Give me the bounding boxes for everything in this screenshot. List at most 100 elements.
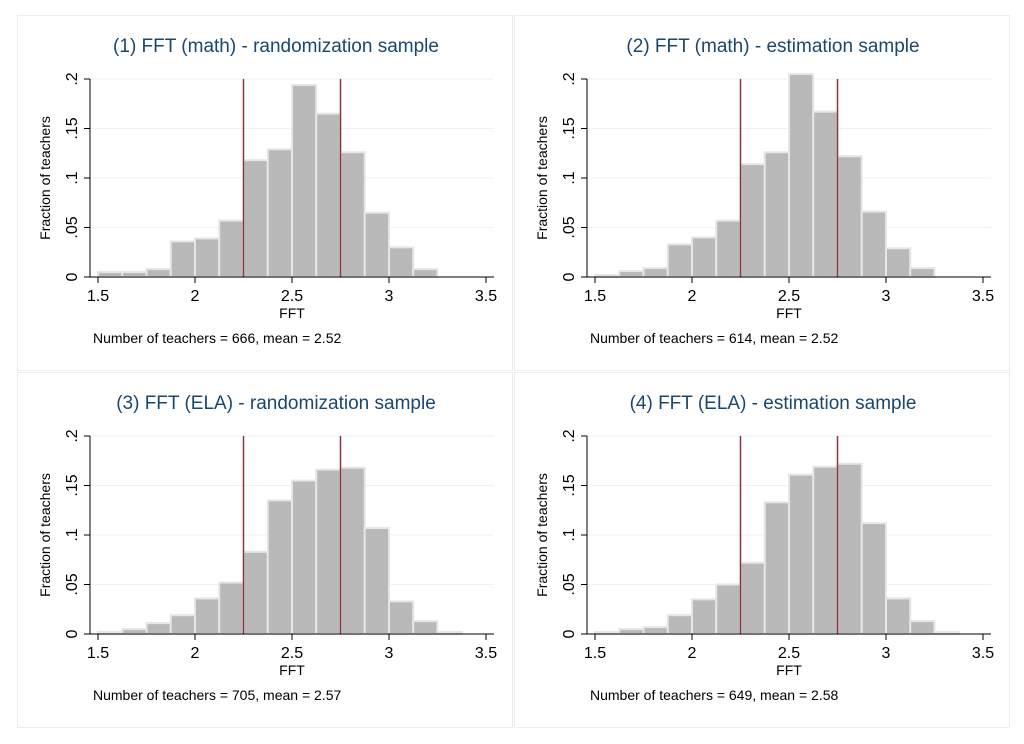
histogram-svg: (3) FFT (ELA) - randomization sample 0 .05… [37, 393, 497, 703]
y-tick-label: 0 [561, 629, 578, 638]
x-tick-label: 3 [385, 645, 394, 662]
y-tick-label: .15 [64, 474, 81, 496]
histogram-bar [836, 462, 863, 635]
chart-title: (1) FFT (math) - randomization sample [113, 36, 439, 57]
histogram-bar [339, 151, 366, 278]
histogram-bar [194, 597, 221, 635]
x-tick-label: 2.5 [778, 288, 800, 305]
y-tick-label: .2 [561, 72, 578, 85]
x-tick-label: 2 [688, 645, 697, 662]
x-tick-label: 2 [191, 288, 200, 305]
x-tick-label: 2 [688, 288, 697, 305]
histogram-bar [388, 246, 415, 279]
histogram-bar [860, 522, 887, 635]
sample-note: Number of teachers = 614, mean = 2.52 [590, 330, 838, 346]
histogram-bar [363, 211, 390, 278]
x-tick-label: 2.5 [281, 645, 303, 662]
sample-note: Number of teachers = 666, mean = 2.52 [93, 330, 341, 346]
y-axis-label: Fraction of teachers [534, 116, 550, 240]
chart-title: (4) FFT (ELA) - estimation sample [630, 393, 917, 414]
x-tick-label: 2.5 [778, 645, 800, 662]
x-tick-label: 1.5 [584, 288, 606, 305]
y-tick-label: .1 [64, 171, 81, 184]
y-tick-label: .2 [64, 72, 81, 85]
histogram-bar [860, 210, 887, 278]
histogram-bar [145, 622, 172, 636]
histogram-bar [812, 110, 839, 278]
y-tick-label: .2 [64, 429, 81, 442]
histogram-bar [412, 268, 439, 279]
histogram-bar [666, 614, 693, 636]
histogram-bar [666, 243, 693, 278]
x-tick-label: 3 [882, 645, 891, 662]
histogram-bar [812, 465, 839, 635]
y-tick-label: .05 [561, 573, 578, 595]
x-tick-label: 3.5 [972, 645, 994, 662]
histogram-svg: (2) FFT (math) - estimation sample 0 .05 .1… [534, 36, 994, 346]
histogram-bar [291, 479, 318, 635]
histogram-bar [339, 466, 366, 636]
x-tick-label: 3 [882, 288, 891, 305]
y-tick-label: 0 [64, 629, 81, 638]
x-tick-label: 1.5 [584, 645, 606, 662]
x-tick-label: 3.5 [475, 288, 497, 305]
histogram-bar [715, 583, 742, 635]
y-tick-label: 0 [561, 272, 578, 281]
histogram-bar [836, 155, 863, 278]
histogram-bar [885, 597, 912, 635]
histogram-bar [691, 236, 718, 278]
histogram-bar [739, 163, 766, 278]
histogram-bar [618, 628, 645, 635]
x-axis-label: FFT [279, 305, 305, 321]
y-tick-label: .15 [561, 474, 578, 496]
sample-note: Number of teachers = 649, mean = 2.58 [590, 687, 838, 703]
histogram-bar [194, 237, 221, 278]
histogram-bar [266, 148, 293, 278]
histogram-bar [618, 270, 645, 278]
histogram-bar [715, 219, 742, 279]
histogram-bar [642, 626, 669, 636]
y-axis-label: Fraction of teachers [534, 473, 550, 597]
y-tick-label: .1 [561, 171, 578, 184]
histogram-panel-ela-estimation: (4) FFT (ELA) - estimation sample 0 .05 .1.… [514, 372, 1010, 728]
x-tick-label: 2 [191, 645, 200, 662]
histogram-bar [291, 83, 318, 278]
x-tick-label: 3 [385, 288, 394, 305]
chart-title: (3) FFT (ELA) - randomization sample [116, 393, 436, 414]
histogram-bar [763, 151, 790, 278]
histogram-bar [242, 159, 269, 278]
histogram-bar [909, 620, 936, 636]
y-tick-label: .05 [64, 573, 81, 595]
y-tick-label: .1 [561, 528, 578, 541]
histogram-bar [739, 561, 766, 635]
y-tick-label: .15 [561, 117, 578, 139]
x-axis-label: FFT [776, 305, 802, 321]
x-axis-label: FFT [776, 662, 802, 678]
histogram-bar [218, 581, 245, 636]
histogram-bar [145, 268, 172, 279]
histogram-bar [315, 112, 342, 279]
y-tick-label: .05 [64, 216, 81, 238]
histogram-svg: (1) FFT (math) - randomization sample 0 .0… [37, 36, 497, 346]
x-tick-label: 2.5 [281, 288, 303, 305]
chart-title: (2) FFT (math) - estimation sample [626, 36, 919, 57]
histogram-bar [169, 614, 196, 636]
histogram-bar [242, 550, 269, 635]
histogram-bar [121, 271, 148, 278]
histogram-bar [788, 473, 815, 635]
histogram-panel-math-randomization: (1) FFT (math) - randomization sample 0 .0… [17, 15, 513, 371]
histogram-bar [97, 271, 124, 278]
x-tick-label: 1.5 [87, 288, 109, 305]
sample-note: Number of teachers = 705, mean = 2.57 [93, 687, 341, 703]
y-tick-label: .1 [64, 528, 81, 541]
histogram-bar [169, 240, 196, 278]
y-tick-label: .05 [561, 216, 578, 238]
y-axis-label: Fraction of teachers [37, 473, 53, 597]
y-tick-label: .15 [64, 117, 81, 139]
histogram-panel-math-estimation: (2) FFT (math) - estimation sample 0 .05 .1… [514, 15, 1010, 371]
histogram-bar [315, 468, 342, 635]
histogram-bar [363, 527, 390, 636]
histogram-bar [691, 598, 718, 636]
histogram-panel-ela-randomization: (3) FFT (ELA) - randomization sample 0 .05… [17, 372, 513, 728]
histogram-bar [218, 219, 245, 279]
